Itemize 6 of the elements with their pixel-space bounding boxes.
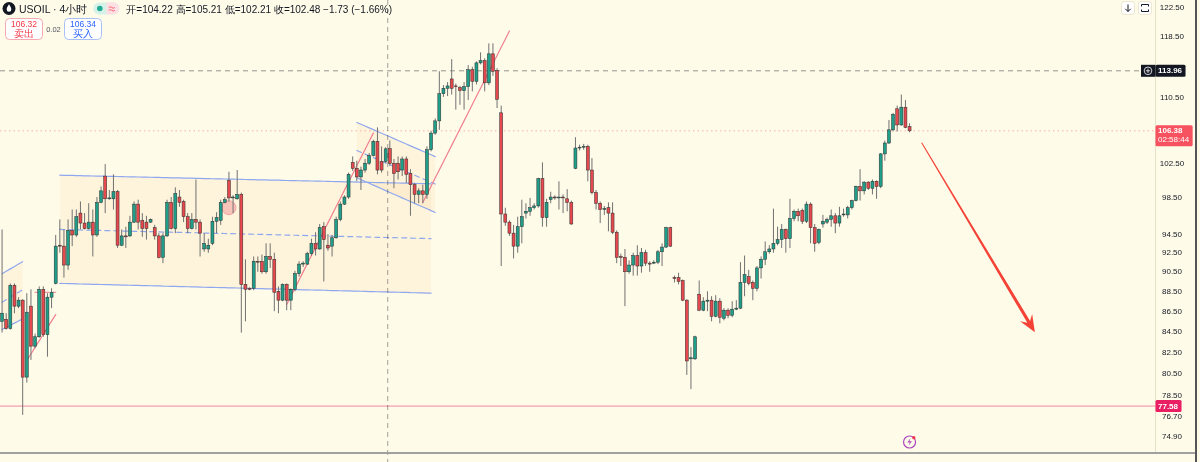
title: USOIL · 4小时 <box>19 2 88 15</box>
annotation: 106.34 <box>70 18 96 29</box>
annotation: 买入 <box>73 28 93 39</box>
subtitle: 开=104.22 高=105.21 低=102.21 收=102.48 −1.73 (−1.66%) <box>126 3 393 15</box>
annotation: 106.32 <box>11 18 37 29</box>
annotation: 卖出 <box>14 28 34 39</box>
